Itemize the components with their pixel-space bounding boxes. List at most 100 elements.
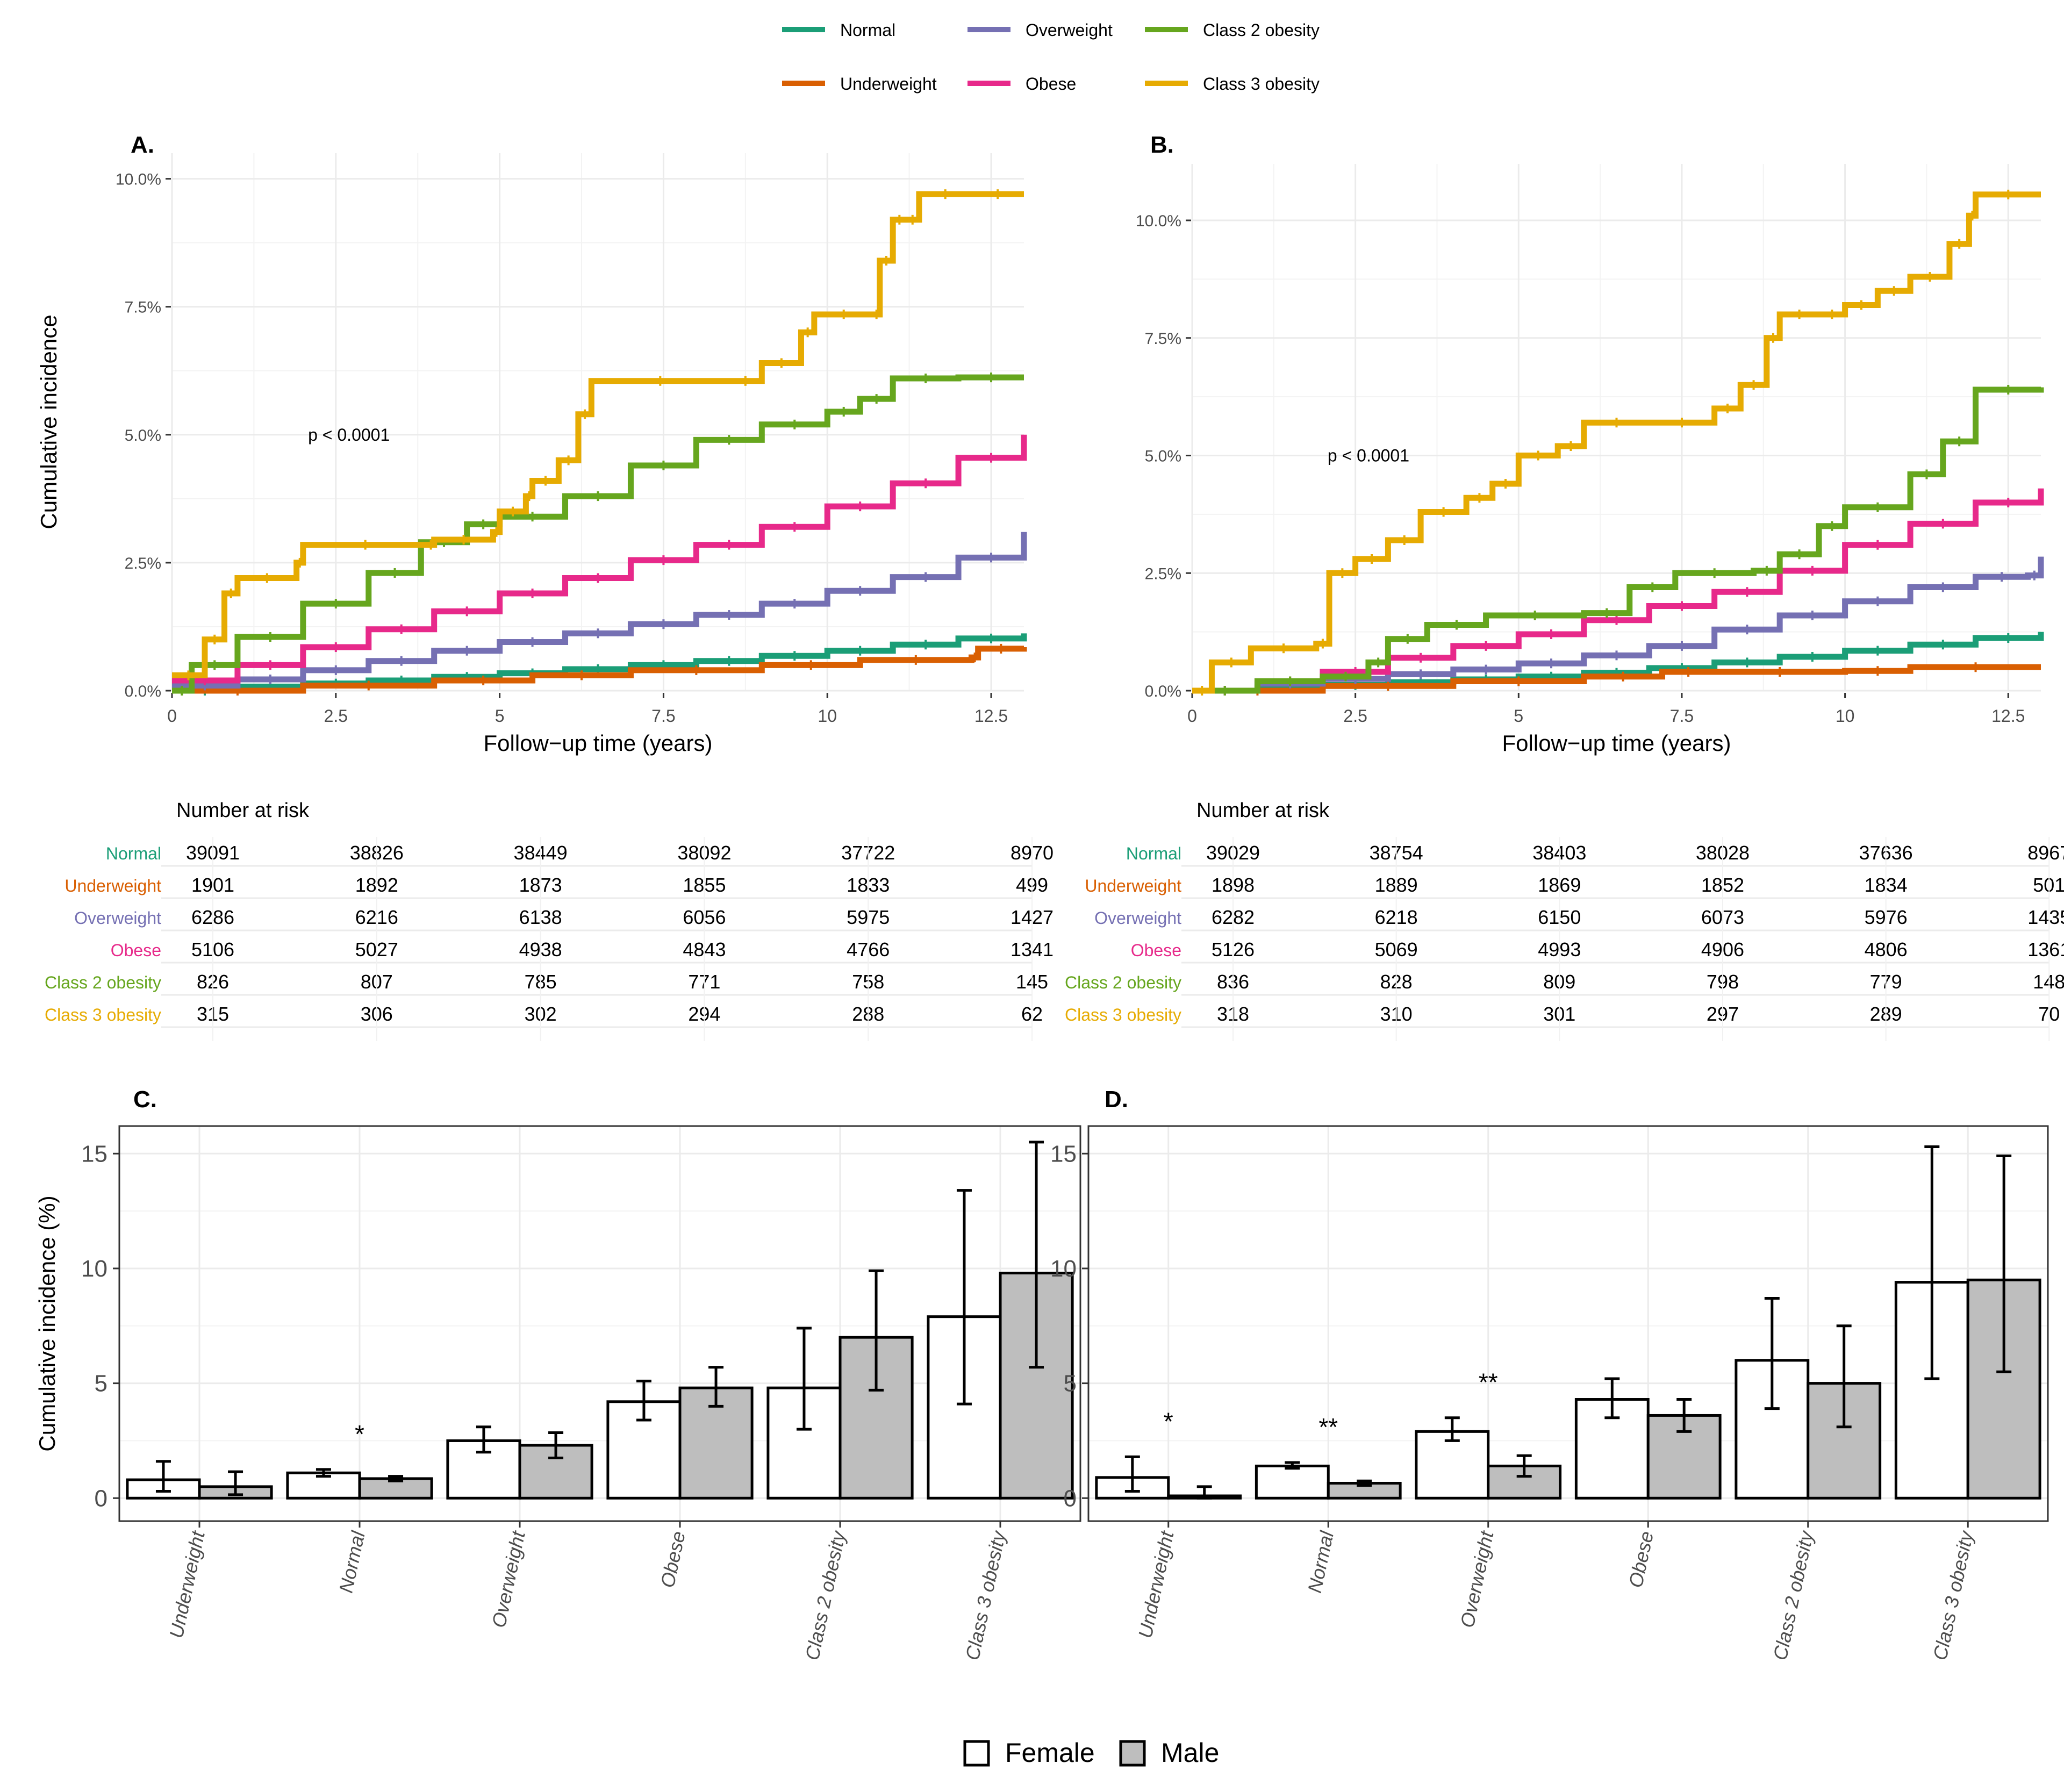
y-axis-title: Cumulative incidence (%): [34, 1195, 60, 1451]
x-axis-title: Follow−up time (years): [1502, 730, 1731, 756]
risk-table-group-normal: Normal: [106, 844, 161, 863]
y-tick-label: 5: [95, 1371, 108, 1397]
panel-label: D.: [1105, 1086, 1128, 1113]
x-tick-label: 7.5: [651, 706, 675, 726]
risk-table-group-underweight: Underweight: [64, 876, 161, 895]
panel-border: [1087, 1125, 2049, 1522]
y-tick-label: 0.0%: [1145, 683, 1181, 700]
p-value-annotation: p < 0.0001: [308, 425, 390, 445]
error-bar-male-underweight: [228, 1470, 243, 1496]
y-tick-label: 5: [1064, 1371, 1077, 1397]
x-tick-label-overweight: Overweight: [1456, 1528, 1498, 1630]
series-line-class-2-obesity: [172, 374, 1024, 694]
error-bar-male-overweight: [1516, 1454, 1532, 1478]
x-tick-label: 12.5: [1991, 706, 2025, 726]
risk-table-title: Number at risk: [176, 799, 310, 822]
error-bar-male-overweight: [548, 1431, 564, 1459]
error-bar-female-underweight: [155, 1460, 171, 1493]
y-tick-label: 5.0%: [1145, 448, 1181, 465]
error-bar-female-class-2-obesity: [796, 1327, 812, 1431]
y-axis-title: Cumulative incidence: [36, 314, 61, 529]
censor-marks-obese: [203, 453, 993, 685]
significance-marker: *: [355, 1420, 364, 1448]
gridlines: [171, 153, 1024, 692]
risk-table-value: 1361: [2027, 938, 2064, 960]
error-bar-female-class-3-obesity: [1924, 1145, 1940, 1380]
panel-c-bar-female-male: C. * 0 5 10 15 Underweight Normal Overweight Obes…: [34, 1086, 1081, 1662]
risk-table-group-class-3-obesity: Class 3 obesity: [45, 1005, 161, 1024]
y-tick-label: 7.5%: [125, 299, 161, 317]
x-tick-label-normal: Normal: [335, 1529, 369, 1595]
legend-label-underweight: Underweight: [840, 74, 937, 94]
error-bar-female-obese: [1604, 1377, 1620, 1420]
risk-table-group-obese: Obese: [1131, 941, 1181, 960]
panel-label: A.: [131, 132, 154, 158]
significance-marker: *: [1164, 1407, 1173, 1435]
y-tick-label: 10.0%: [1136, 212, 1181, 230]
significance-marker: **: [1318, 1413, 1338, 1441]
error-bar-male-underweight: [1196, 1485, 1212, 1500]
panel-label: B.: [1150, 132, 1174, 158]
y-tick-label: 0: [95, 1485, 108, 1511]
error-bar-female-normal: [1285, 1461, 1300, 1470]
legend-key-male: [1119, 1740, 1146, 1767]
x-tick-label-class-3-obesity: Class 3 obesity: [961, 1528, 1010, 1662]
error-bar-female-class-2-obesity: [1764, 1296, 1780, 1410]
x-tick-label-class-2-obesity: Class 2 obesity: [801, 1528, 850, 1662]
risk-table-group-class-2-obesity: Class 2 obesity: [45, 973, 161, 992]
censor-marks-class-3-obesity: [1201, 189, 2010, 696]
x-tick-label-obese: Obese: [1624, 1529, 1658, 1589]
risk-table-value: 501: [2033, 874, 2064, 896]
x-tick-label: 0: [1187, 706, 1197, 726]
error-bar-female-overweight: [476, 1425, 491, 1454]
y-tick-label: 15: [1050, 1141, 1077, 1167]
x-tick-label: 2.5: [1343, 706, 1367, 726]
error-bar-male-class-3-obesity: [1996, 1155, 2012, 1373]
x-tick-label: 10: [1836, 706, 1855, 726]
panel-a-km-female: A. 0.0% 2.5% 5.0% 7.5% 10.0% 0 2.5 5 7.5 10 12.5 Fol…: [36, 132, 1054, 1041]
error-bar-female-underweight: [1124, 1455, 1140, 1493]
y-tick-label: 7.5%: [1145, 330, 1181, 348]
risk-table-group-class-2-obesity: Class 2 obesity: [1065, 973, 1181, 992]
series-line-underweight: [172, 646, 1027, 694]
y-tick-label: 10: [1050, 1256, 1077, 1282]
x-tick-label-obese: Obese: [656, 1529, 690, 1589]
risk-table-group-obese: Obese: [111, 941, 161, 960]
series-line-class-3-obesity: [172, 191, 1024, 678]
legend-label-obese: Obese: [1026, 74, 1076, 94]
x-tick-label: 10: [818, 706, 837, 726]
x-tick-label-class-3-obesity: Class 3 obesity: [1929, 1528, 1977, 1662]
risk-table-group-overweight: Overweight: [74, 908, 161, 928]
panel-b-km-male: B. 0.0% 2.5% 5.0% 7.5% 10.0% 0 2.5 5 7.5 10 12.5 Fol…: [1065, 132, 2064, 1041]
error-bar-female-normal: [316, 1468, 331, 1478]
y-tick-label: 0.0%: [125, 683, 161, 700]
series-line-underweight: [1192, 664, 2041, 694]
error-bar-male-class-3-obesity: [1029, 1141, 1044, 1369]
censor-marks-class-3-obesity: [187, 189, 999, 680]
risk-table-group-overweight: Overweight: [1094, 908, 1181, 928]
legend-label-class-2-obesity: Class 2 obesity: [1203, 20, 1320, 40]
x-tick-label-overweight: Overweight: [488, 1528, 529, 1630]
y-tick-label: 2.5%: [1145, 565, 1181, 583]
x-tick-label-class-2-obesity: Class 2 obesity: [1769, 1528, 1818, 1662]
x-tick-label: 2.5: [324, 706, 348, 726]
error-bar-female-class-3-obesity: [956, 1189, 972, 1406]
y-tick-label: 15: [81, 1141, 108, 1167]
x-tick-label: 5: [1514, 706, 1523, 726]
x-axis-title: Follow−up time (years): [484, 730, 713, 756]
censor-marks-obese: [1223, 498, 2010, 696]
censor-marks-overweight: [203, 553, 993, 691]
y-tick-label: 0: [1064, 1485, 1077, 1511]
series-line-class-2-obesity: [1192, 386, 2044, 694]
series-line-obese: [172, 434, 1027, 684]
risk-table-group-normal: Normal: [1126, 844, 1181, 863]
risk-table-title: Number at risk: [1196, 799, 1330, 822]
censor-marks-class-2-obesity: [1223, 385, 2010, 696]
y-tick-label: 2.5%: [125, 555, 161, 572]
error-bar-male-class-2-obesity: [1836, 1324, 1852, 1429]
p-value-annotation: p < 0.0001: [1328, 446, 1409, 465]
legend-label-male: Male: [1161, 1738, 1219, 1768]
x-tick-label: 7.5: [1670, 706, 1694, 726]
